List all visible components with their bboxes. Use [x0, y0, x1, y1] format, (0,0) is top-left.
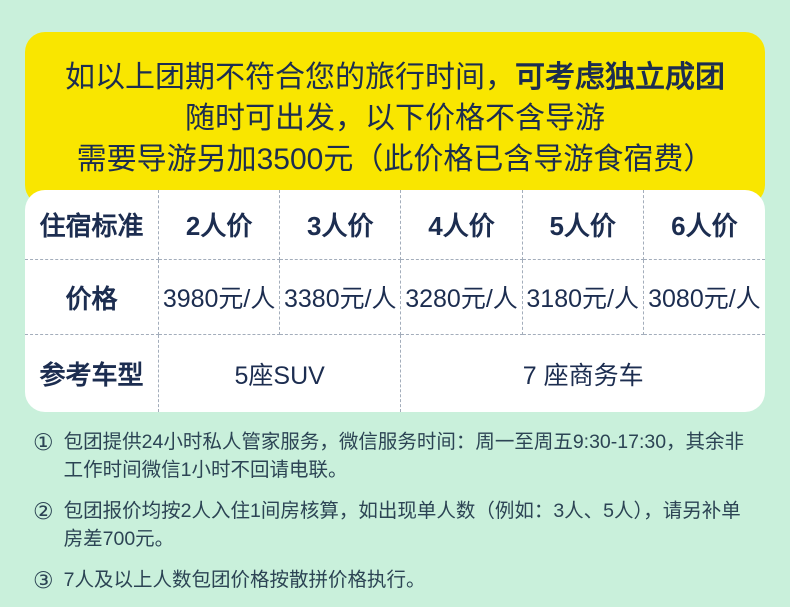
footnote-1-text: 包团提供24小时私人管家服务，微信服务时间：周一至周五9:30-17:30，其余…	[64, 428, 744, 484]
footnotes: ① 包团提供24小时私人管家服务，微信服务时间：周一至周五9:30-17:30，…	[33, 428, 770, 607]
footnote-2-text: 包团报价均按2人入住1间房核算，如出现单人数（例如：3人、5人），请另补单 房差…	[64, 497, 741, 553]
vehicle-cell-suv: 5座SUV	[159, 335, 402, 412]
circled-number-1: ①	[33, 429, 54, 455]
footnote-2-line-1: 包团报价均按2人入住1间房核算，如出现单人数（例如：3人、5人），请另补单	[63, 500, 741, 522]
price-cell-2p: 3980元/人	[159, 260, 281, 335]
header-cell-3p: 3人价	[280, 190, 402, 260]
footnote-2: ② 包团报价均按2人入住1间房核算，如出现单人数（例如：3人、5人），请另补单 …	[33, 497, 770, 553]
vehicle-row-label: 参考车型	[25, 335, 159, 412]
header-cell-2p: 2人价	[159, 190, 281, 260]
footnote-1-line-1: 包团提供24小时私人管家服务，微信服务时间：周一至周五9:30-17:30，其余…	[63, 431, 745, 453]
banner-line-3: 需要导游另加3500元（此价格已含导游食宿费）	[76, 143, 714, 176]
circled-number-3: ③	[33, 567, 54, 593]
promo-banner: 如以上团期不符合您的旅行时间，可考虑独立成团 随时可出发，以下价格不含导游 需要…	[25, 32, 765, 205]
pricing-table: 住宿标准 2人价 3人价 4人价 5人价 6人价 价格 3980元/人 3380…	[25, 190, 765, 412]
footnote-3: ③ 7人及以上人数包团价格按散拼价格执行。	[33, 566, 770, 594]
price-cell-5p: 3180元/人	[522, 260, 644, 335]
header-cell-6p: 6人价	[643, 190, 765, 260]
footnote-3-text: 7人及以上人数包团价格按散拼价格执行。	[64, 566, 426, 594]
footnote-2-line-2: 房差700元。	[63, 528, 175, 550]
footnote-1: ① 包团提供24小时私人管家服务，微信服务时间：周一至周五9:30-17:30，…	[33, 428, 770, 484]
header-cell-accommodation: 住宿标准	[25, 190, 159, 260]
price-cell-6p: 3080元/人	[643, 260, 765, 335]
vehicle-cell-van: 7 座商务车	[522, 361, 644, 390]
footnote-1-line-2: 工作时间微信1小时不回请电联。	[63, 459, 348, 481]
pricing-table-card: 住宿标准 2人价 3人价 4人价 5人价 6人价 价格 3980元/人 3380…	[25, 190, 765, 412]
price-row-label: 价格	[25, 260, 159, 335]
footnote-3-line-1: 7人及以上人数包团价格按散拼价格执行。	[63, 569, 426, 591]
circled-number-2: ②	[33, 498, 54, 524]
banner-line-1-bold: 可考虑独立成团	[515, 61, 725, 94]
banner-line-1: 如以上团期不符合您的旅行时间，可考虑独立成团	[25, 57, 765, 98]
banner-line-2: 随时可出发，以下价格不含导游	[185, 102, 605, 135]
header-cell-4p: 4人价	[401, 190, 523, 260]
header-cell-5p: 5人价	[522, 190, 644, 260]
price-cell-4p: 3280元/人	[401, 260, 523, 335]
price-cell-3p: 3380元/人	[280, 260, 402, 335]
banner-line-1-regular: 如以上团期不符合您的旅行时间，	[65, 61, 515, 94]
